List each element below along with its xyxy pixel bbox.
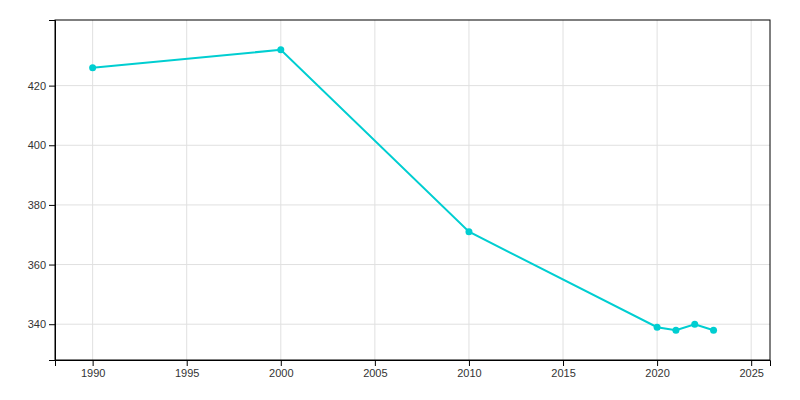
tick-mark — [657, 360, 658, 366]
tick-mark — [281, 360, 282, 366]
tick: 1995 — [175, 360, 199, 379]
tick-mark — [375, 360, 376, 366]
tick-mark — [49, 324, 55, 325]
tick: 360 — [28, 259, 55, 271]
tick: 2000 — [269, 360, 293, 379]
tick-mark — [469, 360, 470, 366]
tick: 1990 — [81, 360, 105, 379]
tick-label: 400 — [28, 139, 46, 151]
point — [654, 324, 661, 331]
point — [710, 327, 717, 334]
tick-label: 2010 — [457, 367, 481, 379]
tick: 2010 — [457, 360, 481, 379]
tick-label: 2020 — [645, 367, 669, 379]
tick-label: 2015 — [551, 367, 575, 379]
tick: 340 — [28, 318, 55, 330]
tick-label: 380 — [28, 199, 46, 211]
point — [465, 228, 472, 235]
grid-line — [563, 20, 564, 360]
grid-line — [468, 20, 469, 360]
tick-mark — [93, 360, 94, 366]
x-axis: 1990 1995 2000 2005 2010 2015 2020 2025 — [56, 360, 771, 379]
grid-line — [55, 264, 770, 265]
tick-label: 340 — [28, 318, 46, 330]
y-axis: 340 360 380 400 420 — [28, 21, 56, 361]
chart: 1990 1995 2000 2005 2010 2015 2020 2025 340 360 38… — [0, 0, 800, 400]
tick-label: 1995 — [175, 367, 199, 379]
tick-mark — [49, 265, 55, 266]
grid-line — [751, 20, 752, 360]
point — [672, 327, 679, 334]
tick-mark — [49, 86, 55, 87]
tick-label: 420 — [28, 80, 46, 92]
grid — [55, 20, 770, 360]
tick-mark — [187, 360, 188, 366]
tick-mark — [563, 360, 564, 366]
grid-line — [657, 20, 658, 360]
grid-line — [55, 204, 770, 205]
tick-label: 2005 — [363, 367, 387, 379]
tick-label: 1990 — [81, 367, 105, 379]
axis-line — [56, 361, 771, 367]
tick: 2020 — [645, 360, 669, 379]
axis-line — [49, 21, 56, 361]
line — [93, 50, 714, 330]
tick-label: 360 — [28, 259, 46, 271]
grid-line — [55, 145, 770, 146]
grid-line — [186, 20, 187, 360]
marks — [89, 46, 717, 333]
tick: 2005 — [363, 360, 387, 379]
plot: 1990 1995 2000 2005 2010 2015 2020 2025 340 360 38… — [28, 20, 771, 379]
tick: 2015 — [551, 360, 575, 379]
grid-line — [55, 85, 770, 86]
tick-mark — [49, 145, 55, 146]
grid-line — [374, 20, 375, 360]
grid-line — [280, 20, 281, 360]
tick-mark — [49, 205, 55, 206]
tick-label: 2025 — [739, 367, 763, 379]
tick: 380 — [28, 199, 55, 211]
point — [691, 321, 698, 328]
tick-mark — [751, 360, 752, 366]
point — [89, 64, 96, 71]
tick: 400 — [28, 139, 55, 151]
grid-line — [55, 324, 770, 325]
plot-frame — [55, 20, 770, 360]
tick: 2025 — [739, 360, 763, 379]
tick: 420 — [28, 80, 55, 92]
tick-label: 2000 — [269, 367, 293, 379]
point — [277, 46, 284, 53]
